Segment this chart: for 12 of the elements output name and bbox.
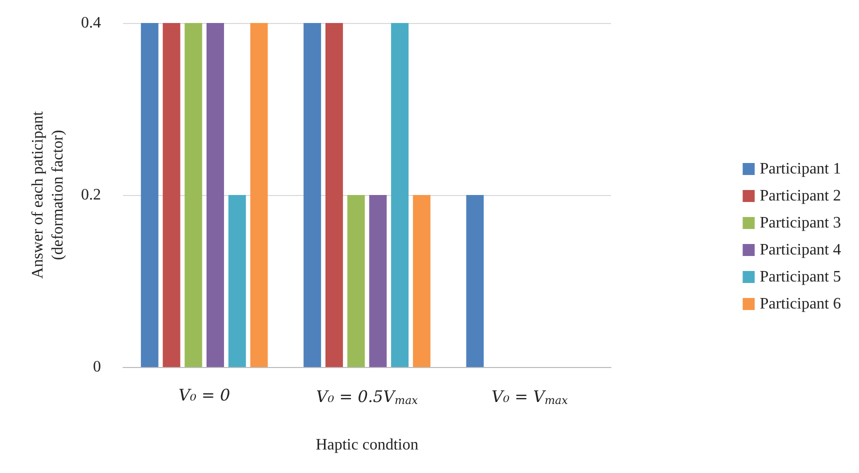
x-axis-title: Haptic condtion — [316, 436, 418, 454]
legend-label: Participant 2 — [760, 188, 841, 204]
x-tick-label: V₀ = 0 — [178, 386, 230, 404]
legend-label: Participant 4 — [760, 242, 841, 258]
y-tick-label: 0.2 — [81, 186, 101, 204]
legend-label: Participant 1 — [760, 160, 841, 178]
y-axis-title: Answer of each paticipant (deformation factor) — [30, 110, 66, 279]
legend-label: Participant 3 — [760, 214, 841, 232]
y-tick-label: 0 — [93, 358, 101, 376]
legend-label: Participant 6 — [760, 296, 841, 312]
y-tick-label: 0.4 — [81, 14, 101, 32]
legend-label: Participant 5 — [760, 268, 841, 286]
